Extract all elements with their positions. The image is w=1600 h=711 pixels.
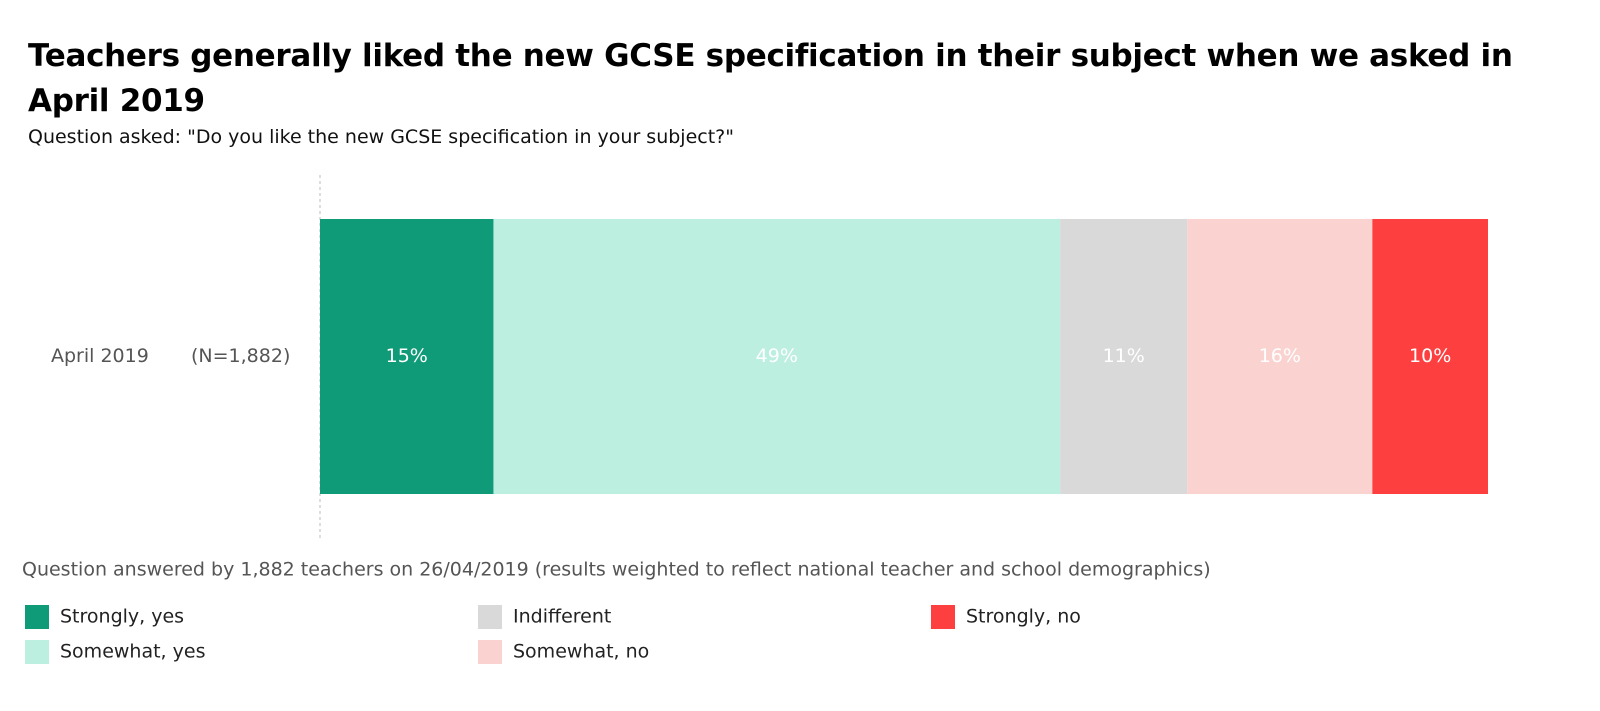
chart-subtitle: Question asked: "Do you like the new GCS… xyxy=(28,126,734,148)
legend-label: Somewhat, no xyxy=(513,641,649,663)
value-label: 11% xyxy=(1103,345,1145,367)
chart-title: Teachers generally liked the new GCSE sp… xyxy=(28,38,1513,119)
value-label: 15% xyxy=(386,345,428,367)
legend-label: Somewhat, yes xyxy=(60,641,205,663)
legend-swatch xyxy=(931,605,955,629)
value-label: 16% xyxy=(1259,345,1301,367)
value-label: 49% xyxy=(756,345,798,367)
y-tick-label: April 2019 xyxy=(51,345,149,367)
bar-segment xyxy=(493,219,1061,494)
legend-swatch xyxy=(25,605,49,629)
bar-segment xyxy=(1187,219,1373,494)
bar-segment xyxy=(320,219,494,494)
bar-segment xyxy=(1372,219,1488,494)
bar-segment xyxy=(1060,219,1188,494)
legend-swatch xyxy=(478,640,502,664)
footnote: Question answered by 1,882 teachers on 2… xyxy=(22,559,1211,581)
legend-label: Strongly, no xyxy=(966,606,1081,628)
sample-size-label: (N=1,882) xyxy=(191,345,290,367)
legend-label: Indifferent xyxy=(513,606,611,628)
legend-swatch xyxy=(478,605,502,629)
legend-label: Strongly, yes xyxy=(60,606,184,628)
legend-swatch xyxy=(25,640,49,664)
value-label: 10% xyxy=(1409,345,1451,367)
